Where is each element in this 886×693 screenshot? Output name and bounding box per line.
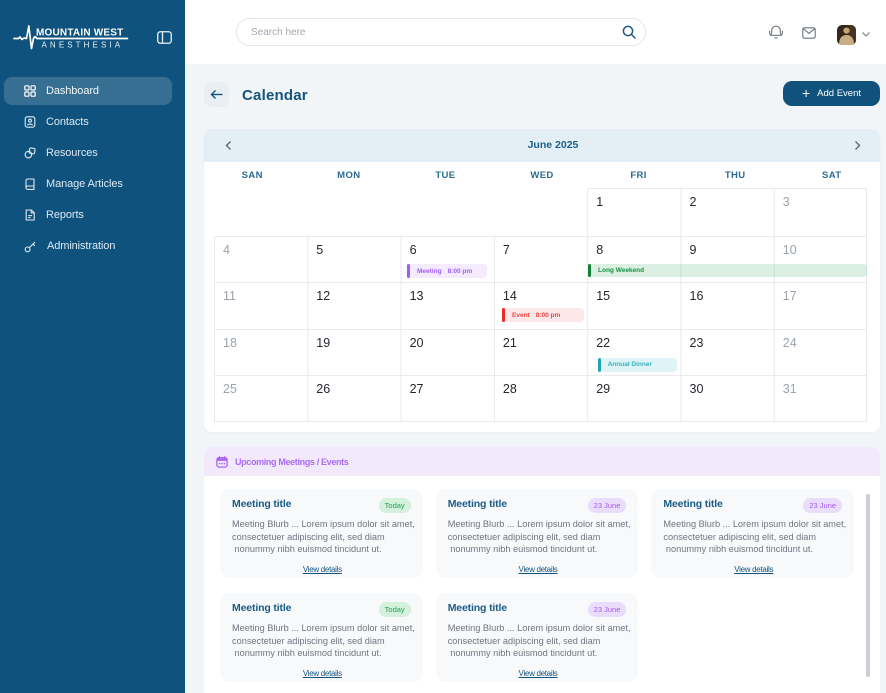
svg-text:ANESTHESIA: ANESTHESIA xyxy=(42,41,124,50)
svg-text:MOUNTAIN WEST: MOUNTAIN WEST xyxy=(36,28,123,39)
